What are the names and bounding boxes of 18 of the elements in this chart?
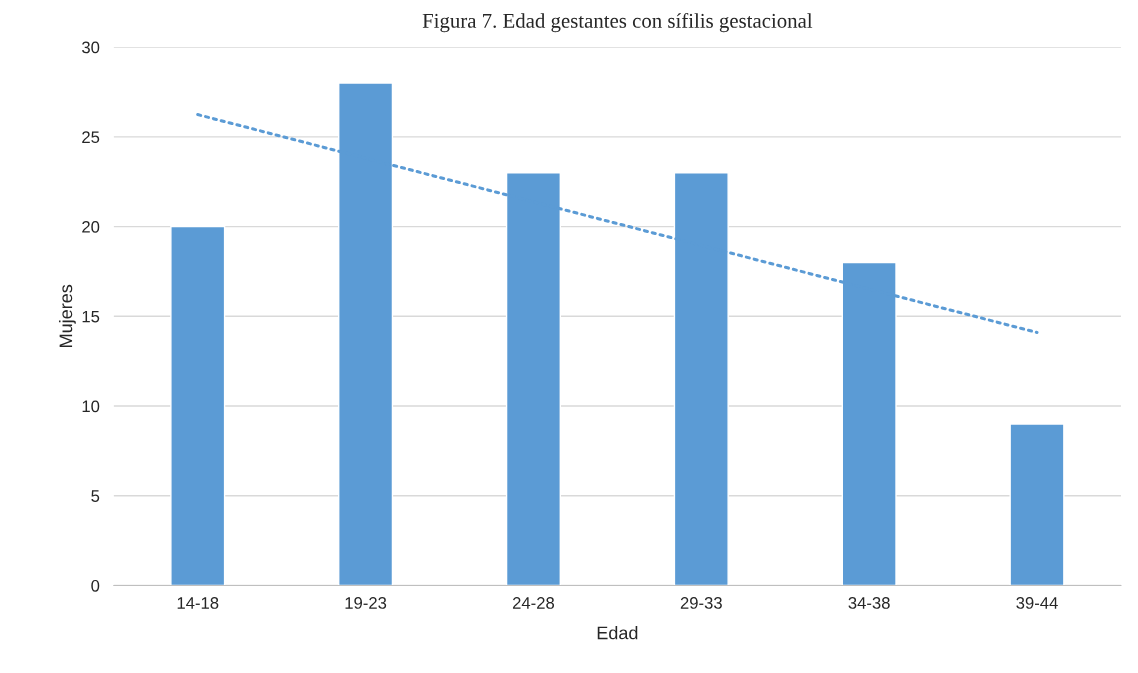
x-tick-label: 14-18 bbox=[177, 597, 219, 609]
y-tick-label: 5 bbox=[91, 490, 100, 502]
x-tick-label: 34-38 bbox=[848, 597, 890, 609]
y-tick-label: 0 bbox=[91, 579, 100, 592]
bar bbox=[1009, 423, 1065, 586]
x-tick-label: 39-44 bbox=[1016, 597, 1058, 609]
y-tick-label: 20 bbox=[82, 220, 100, 233]
x-axis-title: Edad bbox=[597, 626, 638, 640]
y-axis-title: Mujeres bbox=[58, 284, 76, 347]
y-tick-label: 15 bbox=[82, 310, 100, 323]
x-tick-label: 19-23 bbox=[345, 597, 387, 609]
y-tick-label: 30 bbox=[82, 41, 100, 54]
x-tick-label: 29-33 bbox=[680, 597, 722, 609]
chart-title: Figura 7. Edad gestantes con sífilis gestacional bbox=[422, 13, 813, 33]
bar bbox=[170, 225, 226, 586]
y-tick-label: 10 bbox=[82, 400, 100, 413]
y-tick-label: 25 bbox=[82, 131, 100, 144]
x-tick-label: 24-28 bbox=[512, 597, 555, 609]
